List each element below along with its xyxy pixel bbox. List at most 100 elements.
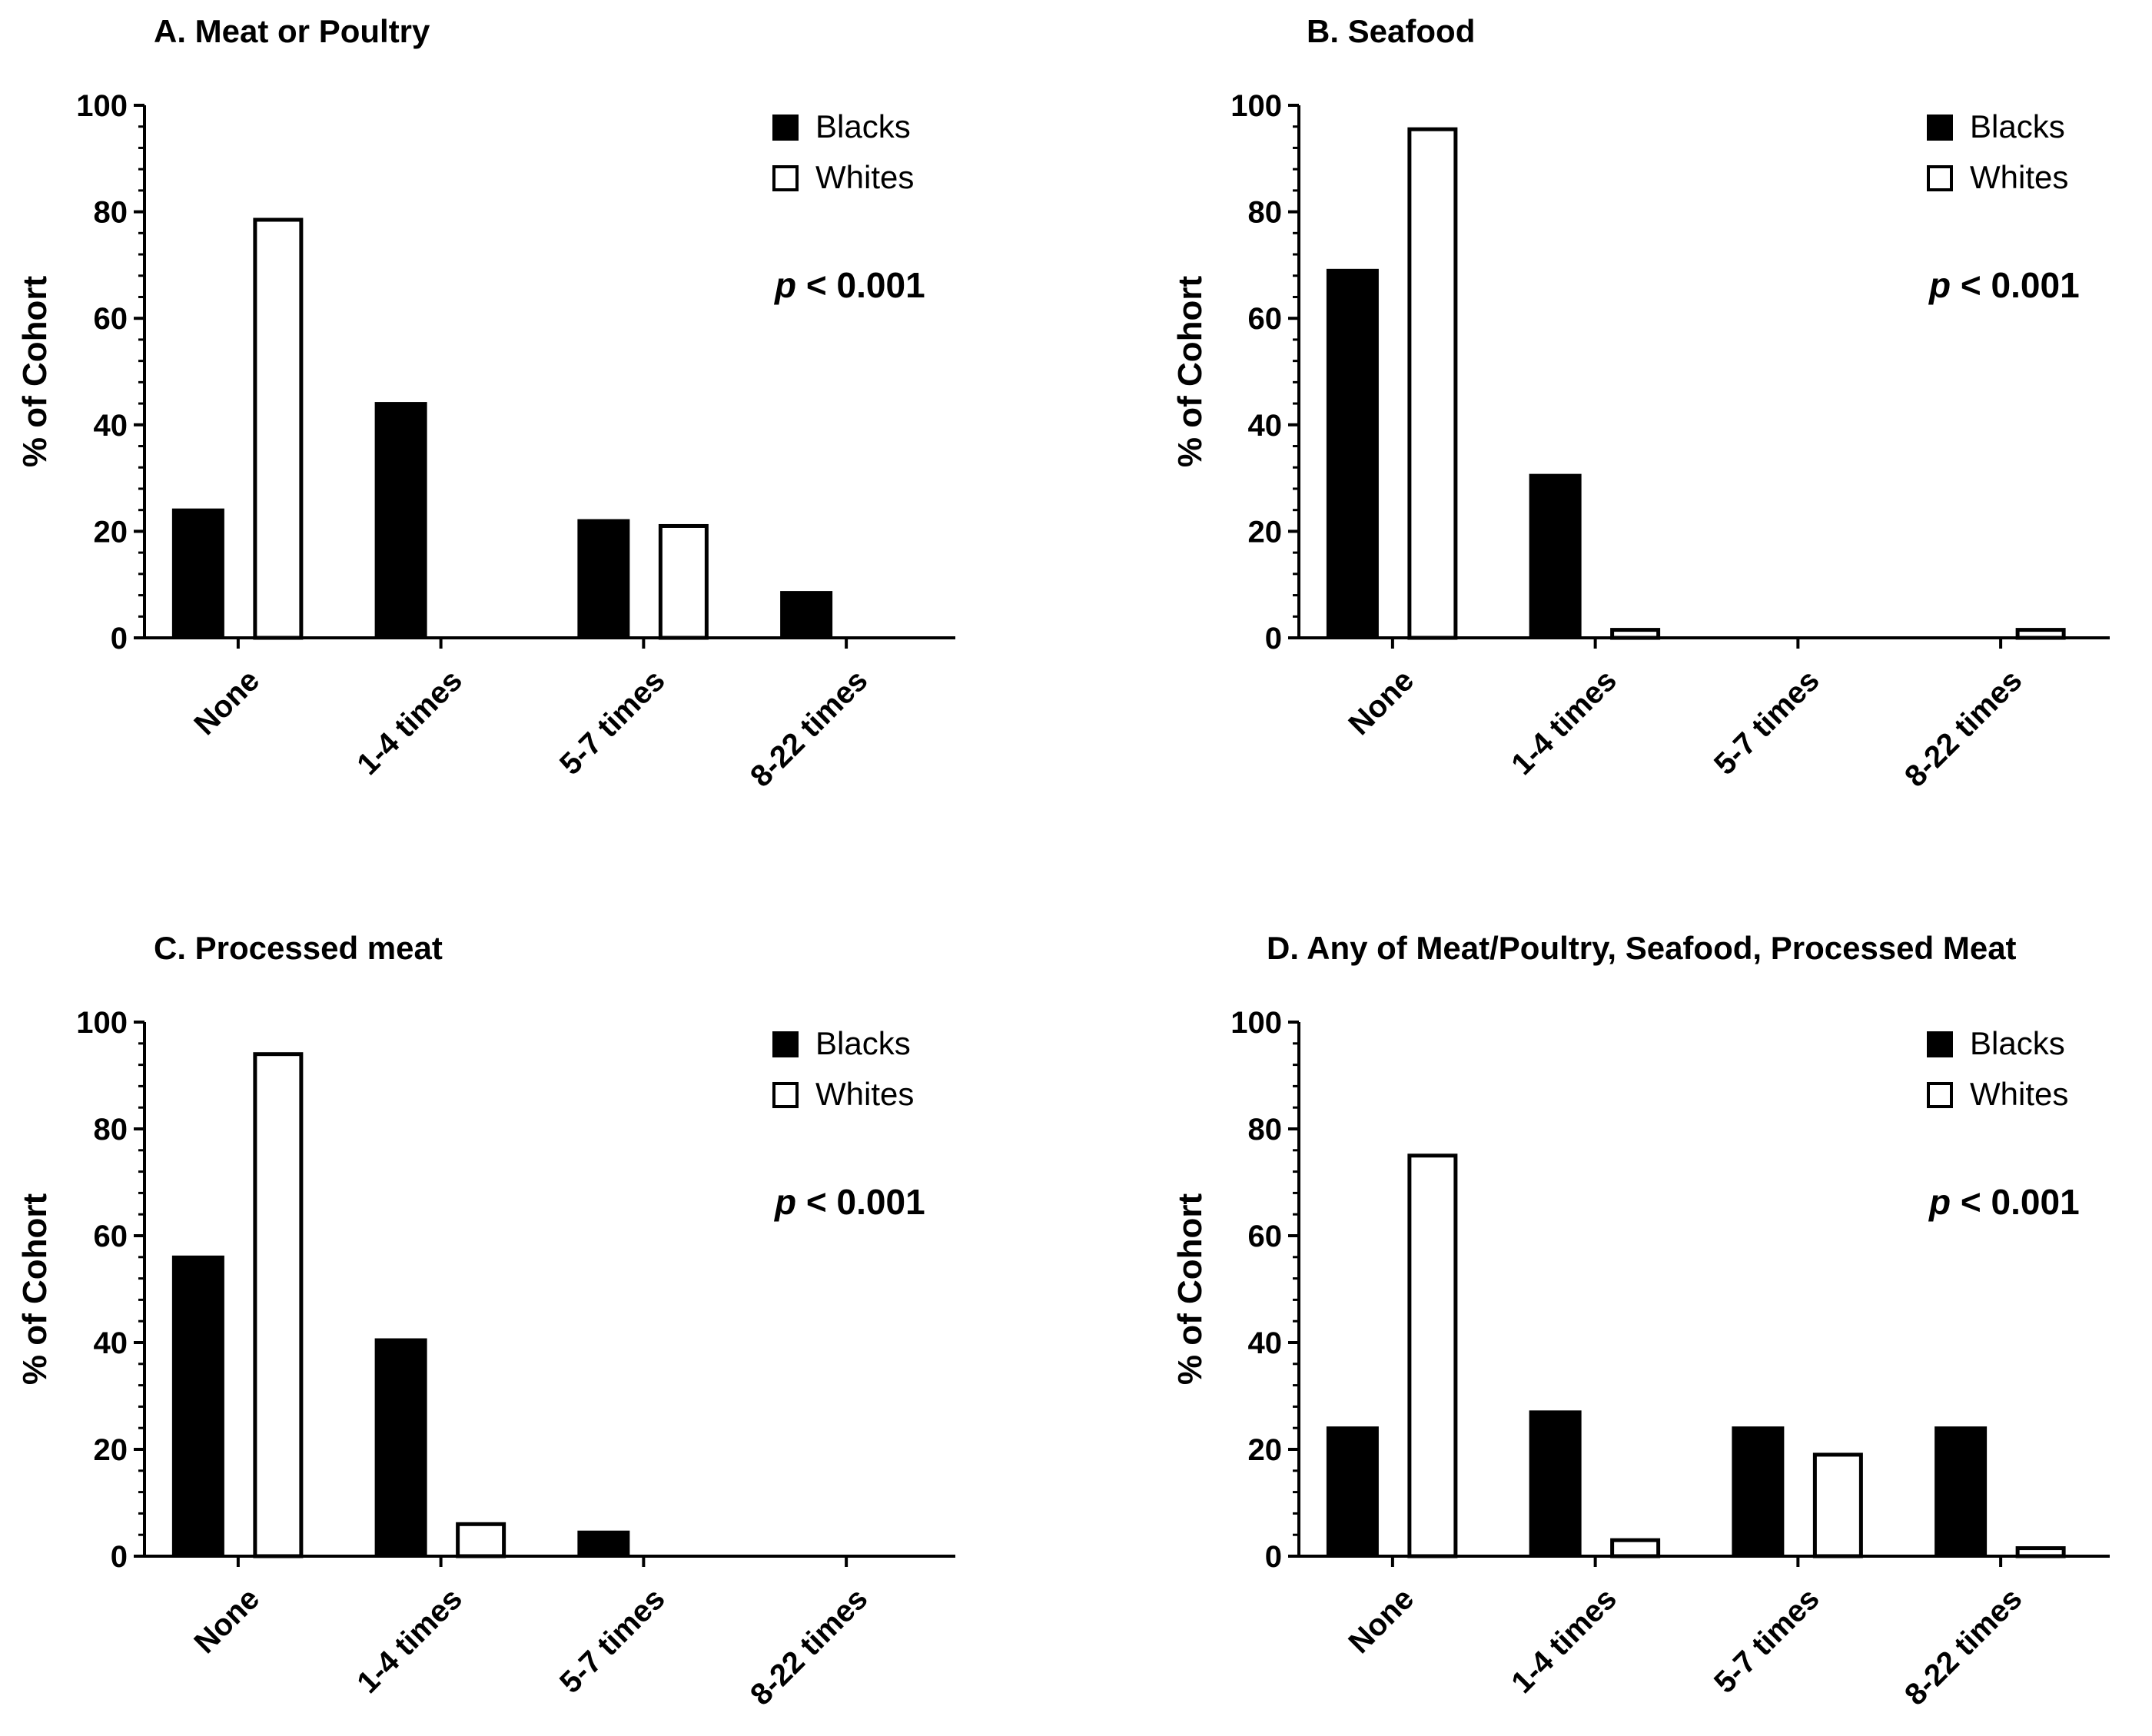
p-value-annotation: p < 0.001 — [773, 1182, 925, 1222]
chart-panel-3: D. Any of Meat/Poultry, Seafood, Process… — [1171, 930, 2110, 1712]
y-tick-label: 100 — [1230, 1006, 1282, 1040]
x-tick-label: 8-22 times — [1898, 1582, 2028, 1711]
bar-blacks-0 — [1326, 1426, 1379, 1558]
x-tick-label: 1-4 times — [1505, 663, 1623, 782]
y-tick-label: 60 — [1248, 1220, 1283, 1253]
legend-swatch-whites — [772, 165, 799, 191]
x-tick-label: 5-7 times — [553, 663, 672, 782]
bar-whites-1 — [456, 1522, 506, 1558]
x-tick-label: 5-7 times — [553, 1582, 672, 1700]
bar-blacks-1 — [374, 1338, 427, 1558]
y-tick-label: 40 — [94, 409, 128, 443]
p-symbol: p — [1928, 1182, 1951, 1222]
legend-swatch-whites — [772, 1082, 799, 1108]
bar-whites-2 — [658, 523, 709, 640]
bar-blacks-2 — [577, 519, 630, 639]
bar-whites-0 — [253, 217, 304, 640]
legend-label: Blacks — [1970, 108, 2065, 144]
chart-panel-2: C. Processed meat % of Cohort 0 20 40 60 80 100… — [16, 930, 955, 1712]
legend-swatch-blacks — [1927, 1031, 1953, 1057]
y-tick-label: 80 — [1248, 196, 1283, 230]
y-axis-label: % of Cohort — [16, 1193, 54, 1386]
p-value-text: < 0.001 — [796, 265, 925, 305]
y-tick-label: 80 — [94, 1113, 128, 1147]
p-symbol: p — [773, 1182, 796, 1222]
p-value-text: < 0.001 — [1951, 1182, 2080, 1222]
bar-blacks-0 — [171, 1255, 224, 1558]
legend-swatch-blacks — [772, 115, 799, 141]
x-tick-label: None — [188, 663, 266, 742]
bar-blacks-0 — [1326, 268, 1379, 639]
bar-whites-0 — [253, 1052, 304, 1558]
legend-swatch-whites — [1927, 1082, 1953, 1108]
bar-whites-0 — [1407, 127, 1458, 640]
chart-title: D. Any of Meat/Poultry, Seafood, Process… — [1267, 930, 2017, 966]
bar-whites-1 — [1610, 628, 1661, 640]
x-tick-label: 1-4 times — [1505, 1582, 1623, 1700]
y-tick-label: 40 — [94, 1326, 128, 1360]
p-value-annotation: p < 0.001 — [773, 265, 925, 305]
p-symbol: p — [773, 265, 796, 305]
legend-swatch-blacks — [1927, 115, 1953, 141]
legend-label: Blacks — [815, 1025, 911, 1061]
bar-whites-0 — [1407, 1153, 1458, 1558]
bar-blacks-3 — [1934, 1426, 1988, 1558]
legend-swatch-whites — [1927, 165, 1953, 191]
y-tick-label: 20 — [1248, 515, 1283, 549]
bar-blacks-3 — [780, 591, 833, 639]
chart-title: C. Processed meat — [154, 930, 443, 966]
bar-whites-2 — [1812, 1452, 1863, 1558]
chart-title: A. Meat or Poultry — [154, 13, 430, 49]
y-tick-label: 0 — [1265, 1540, 1282, 1574]
bar-blacks-1 — [1529, 1410, 1582, 1558]
chart-panel-1: B. Seafood % of Cohort 0 20 40 60 80 100 None 1-4… — [1171, 13, 2110, 794]
y-tick-label: 100 — [1230, 89, 1282, 123]
x-tick-label: 8-22 times — [1898, 663, 2028, 793]
p-value-text: < 0.001 — [1951, 265, 2080, 305]
y-axis-label: % of Cohort — [1171, 1193, 1209, 1386]
x-tick-label: None — [188, 1582, 266, 1660]
y-axis-label: % of Cohort — [16, 276, 54, 468]
legend-swatch-blacks — [772, 1031, 799, 1057]
legend-label: Blacks — [815, 108, 911, 144]
chart-panel-0: A. Meat or Poultry % of Cohort 0 20 40 60 80 10… — [16, 13, 955, 794]
y-tick-label: 60 — [1248, 302, 1283, 336]
bar-whites-3 — [2015, 628, 2066, 640]
y-tick-label: 40 — [1248, 409, 1283, 443]
x-tick-label: 8-22 times — [744, 663, 874, 793]
x-tick-label: 8-22 times — [744, 1582, 874, 1711]
p-value-annotation: p < 0.001 — [1928, 1182, 2080, 1222]
y-tick-label: 80 — [94, 196, 128, 230]
legend-label: Whites — [815, 159, 914, 195]
p-value-annotation: p < 0.001 — [1928, 265, 2080, 305]
bar-whites-3 — [2015, 1546, 2066, 1558]
x-tick-label: 1-4 times — [350, 1582, 469, 1700]
p-symbol: p — [1928, 265, 1951, 305]
bar-blacks-2 — [577, 1530, 630, 1558]
x-tick-label: None — [1342, 1582, 1420, 1660]
y-axis-label: % of Cohort — [1171, 276, 1209, 468]
y-tick-label: 60 — [94, 302, 128, 336]
bar-blacks-1 — [374, 402, 427, 640]
y-tick-label: 60 — [94, 1220, 128, 1253]
y-tick-label: 100 — [76, 1006, 128, 1040]
y-tick-label: 80 — [1248, 1113, 1283, 1147]
y-tick-label: 0 — [1265, 622, 1282, 656]
chart-title: B. Seafood — [1307, 13, 1475, 49]
y-tick-label: 20 — [94, 515, 128, 549]
bar-whites-1 — [1610, 1538, 1661, 1558]
x-tick-label: None — [1342, 663, 1420, 742]
legend-label: Whites — [815, 1076, 914, 1112]
y-tick-label: 0 — [111, 1540, 128, 1574]
bar-blacks-0 — [171, 508, 224, 639]
y-tick-label: 0 — [111, 622, 128, 656]
x-tick-label: 5-7 times — [1708, 663, 1826, 782]
bar-blacks-2 — [1732, 1426, 1785, 1558]
y-tick-label: 20 — [94, 1433, 128, 1467]
x-tick-label: 5-7 times — [1708, 1582, 1826, 1700]
p-value-text: < 0.001 — [796, 1182, 925, 1222]
y-tick-label: 40 — [1248, 1326, 1283, 1360]
x-tick-label: 1-4 times — [350, 663, 469, 782]
legend-label: Whites — [1970, 1076, 2068, 1112]
